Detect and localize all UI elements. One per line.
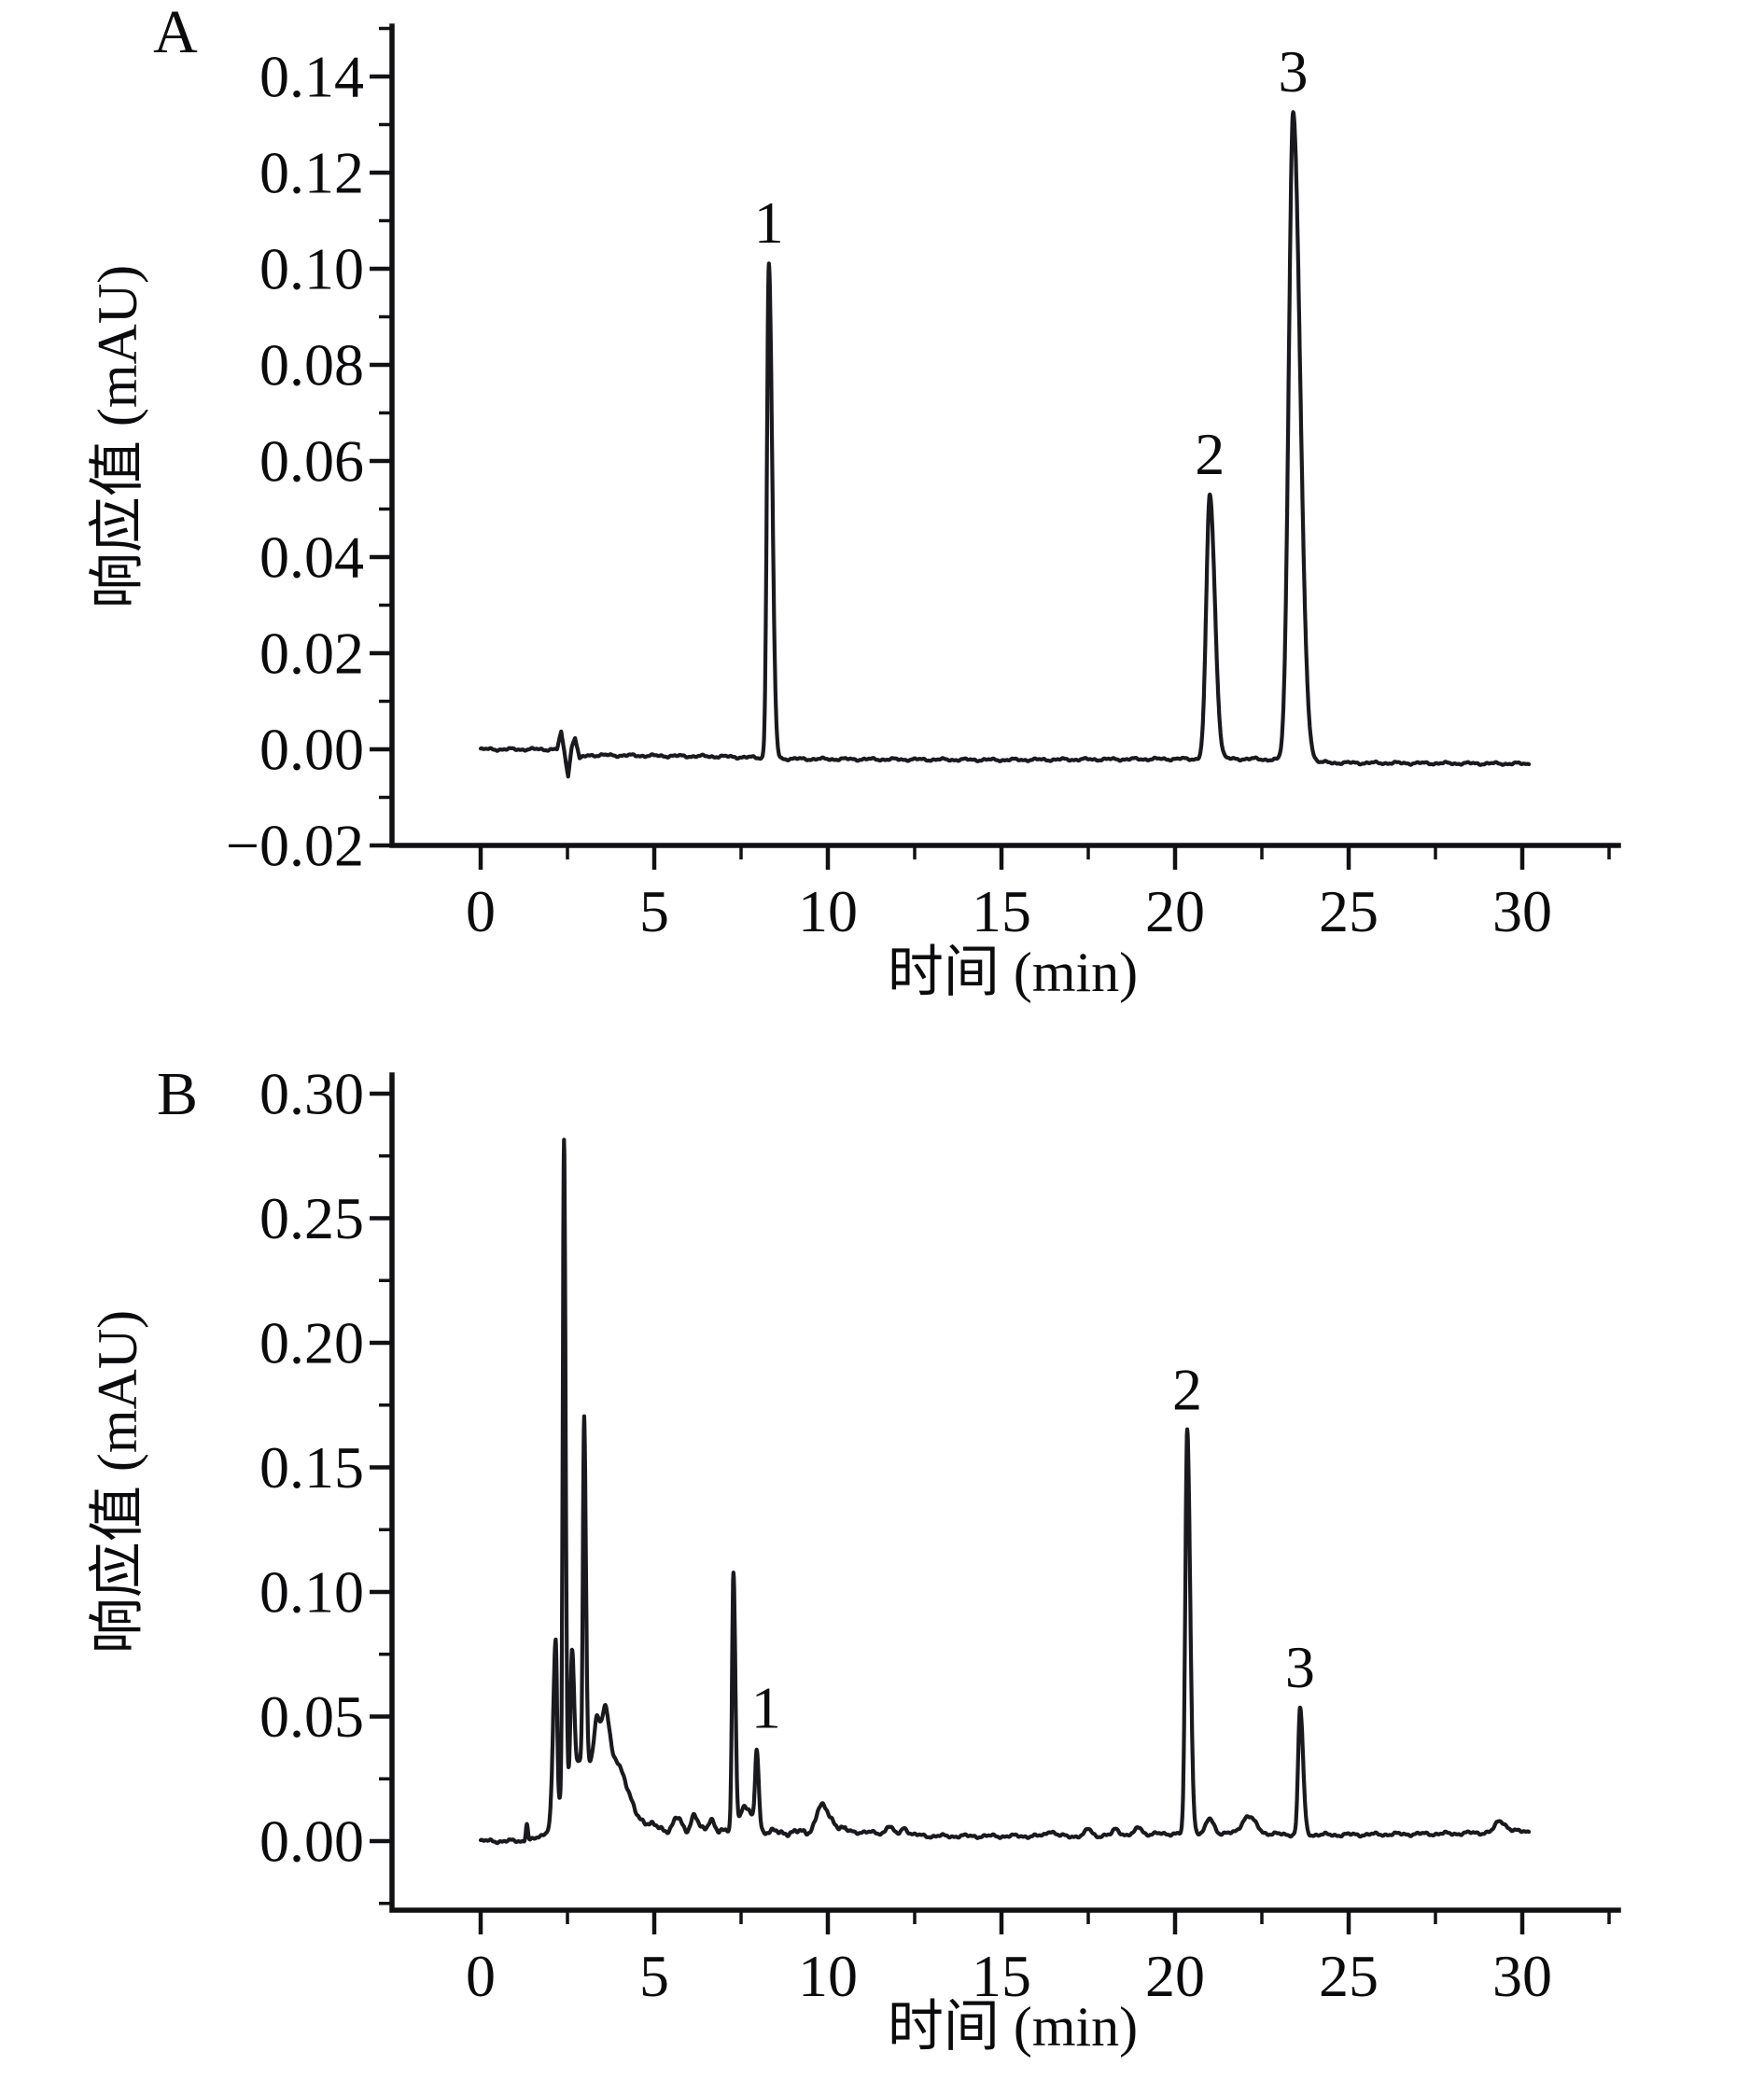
y-tick-label: 0.06 bbox=[259, 428, 364, 495]
x-tick-label: 15 bbox=[972, 878, 1031, 944]
x-tick-label: 30 bbox=[1492, 878, 1552, 944]
axis-spine bbox=[389, 1072, 1621, 1913]
x-tick-label: 10 bbox=[798, 878, 858, 944]
y-tick-label: 0.15 bbox=[259, 1434, 364, 1501]
x-tick-label: 0 bbox=[466, 878, 496, 944]
y-tick-label: 0.05 bbox=[259, 1683, 364, 1750]
x-tick-label: 0 bbox=[466, 1943, 496, 2009]
axis-spine bbox=[389, 23, 1621, 848]
y-axis-title: 响应值 (mAU) bbox=[87, 265, 148, 608]
y-tick-label: 0.00 bbox=[259, 717, 364, 783]
panel-letter: B bbox=[157, 1060, 198, 1128]
y-tick-label: 0.20 bbox=[259, 1310, 364, 1376]
x-tick-label: 5 bbox=[639, 878, 669, 944]
x-tick-label: 25 bbox=[1319, 1943, 1379, 2009]
y-tick-label: 0.30 bbox=[259, 1061, 364, 1127]
y-tick-label: 0.14 bbox=[259, 44, 364, 110]
x-tick-label: 5 bbox=[639, 1943, 669, 2009]
x-tick-label: 30 bbox=[1492, 1943, 1552, 2009]
y-tick-label: 0.12 bbox=[259, 140, 364, 206]
chromatogram-trace bbox=[478, 1138, 1532, 1846]
x-axis-title: 时间 (min) bbox=[888, 1996, 1138, 2058]
panel-b-chromatogram: 0.30 0.25 0.20 0.15 0.10 0.05 0.00 0 5 10 15 20 25 30… bbox=[87, 1060, 1621, 2058]
x-tick-label: 15 bbox=[972, 1943, 1031, 2009]
x-tick-label: 20 bbox=[1145, 878, 1205, 944]
y-tick-label: 0.10 bbox=[259, 1559, 364, 1626]
peak-label: 1 bbox=[754, 189, 784, 256]
y-tick-label: 0.04 bbox=[259, 524, 364, 591]
y-tick-label: 0.00 bbox=[259, 1808, 364, 1875]
x-tick-label: 20 bbox=[1145, 1943, 1205, 2009]
peak-label: 2 bbox=[1172, 1356, 1202, 1422]
y-tick-label: 0.08 bbox=[259, 332, 364, 398]
panel-letter: A bbox=[153, 0, 198, 66]
y-tick-label: 0.02 bbox=[259, 621, 364, 687]
y-tick-label: −0.02 bbox=[226, 813, 364, 879]
y-tick-label: 0.25 bbox=[259, 1185, 364, 1251]
y-axis-title: 响应值 (mAU) bbox=[87, 1310, 148, 1654]
x-tick-label: 25 bbox=[1319, 878, 1379, 944]
peak-label: 3 bbox=[1285, 1634, 1315, 1700]
x-axis-title: 时间 (min) bbox=[888, 942, 1138, 1003]
chromatogram-trace bbox=[478, 110, 1532, 779]
peak-label: 3 bbox=[1278, 38, 1308, 105]
peak-label: 1 bbox=[751, 1674, 781, 1740]
y-tick-label: 0.10 bbox=[259, 236, 364, 302]
peak-label: 2 bbox=[1195, 421, 1225, 487]
x-tick-label: 10 bbox=[798, 1943, 858, 2009]
panel-a-chromatogram: 0.14 0.12 0.10 0.08 0.06 0.04 0.02 0.00 −0.02 0 5 1… bbox=[87, 0, 1621, 1003]
